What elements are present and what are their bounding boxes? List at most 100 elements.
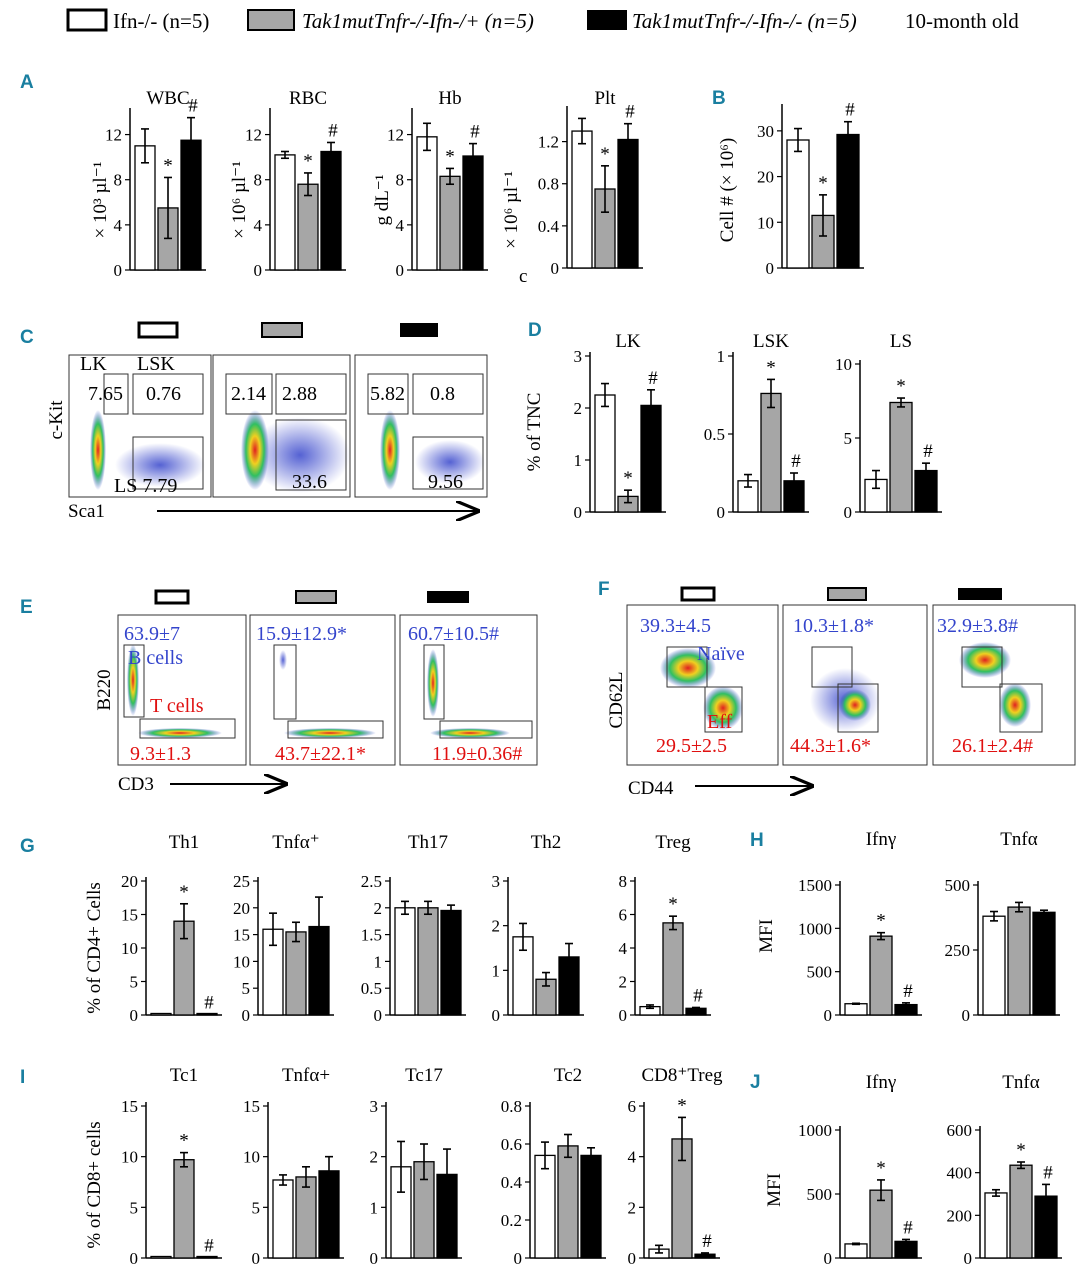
error-bar-i-cd8treg-0 <box>655 1244 663 1254</box>
significance-mark-d-lk-2: # <box>648 368 658 389</box>
y-tick-label-i-tc1-2: 10 <box>121 1148 138 1167</box>
flow-f-naive-label: Naïve <box>697 643 745 665</box>
error-bar-i-tc17-0 <box>397 1140 405 1193</box>
bar-a-hb-1 <box>439 175 461 271</box>
significance-mark-a-hb-2: # <box>470 122 480 143</box>
y-tick-label-d-ls-2: 10 <box>835 355 852 374</box>
flow-e-y-axis: B220 <box>94 669 115 710</box>
bar-g-th1-0 <box>150 1012 172 1016</box>
significance-mark-a-hb-1: * <box>445 146 455 167</box>
y-tick-label-i-tc1-1: 5 <box>130 1198 139 1217</box>
y-tick-label-g-tnfa-2: 10 <box>233 952 250 971</box>
flow-c2-lsk-gate <box>275 373 347 415</box>
significance-mark-i-tc1-2: # <box>204 1235 214 1256</box>
flow-e3-b-gate <box>423 644 445 720</box>
chart-title-d-lk: LK <box>615 331 641 352</box>
error-bar-i-tc2-1 <box>564 1133 572 1159</box>
chart-i-cd8treg: CD8⁺Treg 0 2 4 6 * # <box>628 1065 724 1268</box>
legend-swatch-group2 <box>247 9 295 31</box>
flow-c3-ls-value: 9.56 <box>428 471 463 493</box>
axis-title-j: MFI <box>764 1173 785 1207</box>
flow-f3-eff-value: 26.1±2.4# <box>952 735 1033 757</box>
error-bar-a-rbc-0 <box>281 150 289 160</box>
bar-h-tnfa-0 <box>982 915 1006 1016</box>
flow-c1-ls-gate <box>132 436 204 490</box>
y-tick-label-d-lsk-1: 0.5 <box>704 425 725 444</box>
flow-f3-naive-cloud <box>959 642 1011 678</box>
flow-c-swatch-3 <box>400 323 438 337</box>
flow-f2-eff-cloud <box>839 689 871 721</box>
flow-f-plot-3 <box>932 604 1076 766</box>
error-bar-i-tnfa-2 <box>325 1155 333 1186</box>
flow-f-swatch-1 <box>680 586 716 602</box>
error-bar-a-rbc-2 <box>327 141 335 162</box>
significance-mark-j-tnfa-2: # <box>1043 1162 1053 1183</box>
y-tick-label-g-th2-3: 3 <box>492 872 501 891</box>
flow-e1-t-cloud <box>138 728 222 738</box>
y-tick-label-g-th1-3: 15 <box>121 906 138 925</box>
y-tick-label-j-tnfa-0: 0 <box>964 1249 973 1268</box>
y-tick-label-a-plt-3: 1.2 <box>538 133 559 152</box>
y-tick-label-a-wbc-3: 12 <box>105 126 122 145</box>
y-tick-label-b-1: 10 <box>757 213 774 232</box>
error-bar-h-tnfa-0 <box>990 910 998 922</box>
flow-c-lk-gate-name: LK <box>80 353 107 375</box>
error-bar-a-wbc-0 <box>141 128 149 164</box>
flow-panel-c: LK LSK 7.65 0.76 LS 7.79 2.14 2.88 33.6 … <box>46 321 488 522</box>
error-bar-a-hb-0 <box>423 122 431 152</box>
flow-f-swatch-3 <box>958 588 1002 600</box>
error-bar-a-plt-1 <box>601 165 609 213</box>
flow-c2-lk-value: 2.14 <box>231 383 266 405</box>
y-tick-label-d-lk-3: 3 <box>574 347 583 366</box>
y-tick-label-a-hb-1: 4 <box>396 216 405 235</box>
y-tick-label-g-tnfa-4: 20 <box>233 899 250 918</box>
flow-e-swatch-2 <box>295 590 337 604</box>
significance-mark-j-tnfa-1: * <box>1016 1140 1026 1161</box>
corner-label-a-plt: c <box>519 266 527 287</box>
panel-letter-b: B <box>712 88 726 109</box>
y-tick-label-g-treg-2: 4 <box>619 939 628 958</box>
y-tick-label-g-treg-1: 2 <box>619 973 628 992</box>
y-tick-label-i-tc17-0: 0 <box>370 1249 379 1268</box>
significance-mark-b-2: # <box>845 100 855 121</box>
error-bar-j-ifng-2 <box>902 1238 910 1245</box>
error-bar-a-wbc-1 <box>164 176 172 240</box>
bar-h-ifng-1 <box>869 935 893 1016</box>
flow-e2-t-gate <box>287 720 384 739</box>
significance-mark-i-cd8treg-2: # <box>702 1231 712 1252</box>
y-tick-label-d-ls-0: 0 <box>844 503 853 522</box>
legend-swatch-group1 <box>66 8 108 32</box>
flow-e-plot-1 <box>117 614 247 766</box>
axis-title-i: % of CD8+ cells <box>84 1121 105 1248</box>
chart-title-h-tnfa: Tnfα <box>1000 829 1037 850</box>
y-tick-label-d-lsk-0: 0 <box>717 503 726 522</box>
panel-letter-f: F <box>598 579 610 600</box>
error-bar-g-treg-0 <box>646 1004 654 1010</box>
error-bar-h-ifng-2 <box>902 1002 910 1008</box>
error-bar-h-tnfa-2 <box>1040 909 1048 916</box>
bar-a-rbc-0 <box>274 154 296 271</box>
flow-c2-ls-cloud <box>250 417 350 493</box>
flow-c1-lineage-cloud <box>90 410 106 490</box>
flow-e3-b-value: 60.7±10.5# <box>408 623 499 645</box>
error-bar-d-ls-1 <box>897 397 905 408</box>
y-tick-label-a-rbc-3: 12 <box>245 126 262 145</box>
flow-panel-e: 63.9±7 B cells T cells 9.3±1.3 15.9±12.9… <box>94 589 538 795</box>
error-bar-g-th17-1 <box>424 900 432 916</box>
flow-f2-eff-value: 44.3±1.6* <box>790 735 871 757</box>
y-tick-label-i-cd8treg-0: 0 <box>628 1249 637 1268</box>
y-tick-label-h-ifng-1: 500 <box>807 963 833 982</box>
y-tick-label-i-tc2-4: 0.8 <box>501 1097 522 1116</box>
error-bar-d-lk-0 <box>601 382 609 408</box>
bar-g-tnfa-1 <box>285 931 307 1016</box>
error-bar-g-tnfa-2 <box>315 896 323 957</box>
significance-mark-d-lk-1: * <box>623 468 633 489</box>
error-bar-j-ifng-1 <box>877 1179 885 1202</box>
bar-g-th17-0 <box>394 907 416 1016</box>
flow-c3-lsk-value: 0.8 <box>430 383 455 405</box>
y-tick-label-g-th1-2: 10 <box>121 939 138 958</box>
significance-mark-a-plt-2: # <box>625 102 635 123</box>
y-tick-label-i-tnfa-2: 10 <box>243 1148 260 1167</box>
y-tick-label-g-th2-2: 2 <box>492 917 501 936</box>
